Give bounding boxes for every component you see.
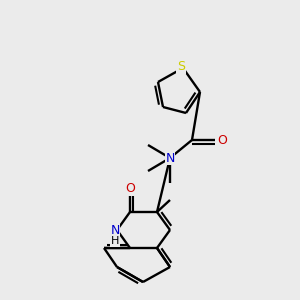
Text: H: H [111, 236, 119, 246]
Text: N: N [110, 224, 120, 238]
Text: O: O [217, 134, 227, 146]
Text: S: S [177, 61, 185, 74]
Text: N: N [165, 152, 175, 164]
Text: O: O [125, 182, 135, 196]
